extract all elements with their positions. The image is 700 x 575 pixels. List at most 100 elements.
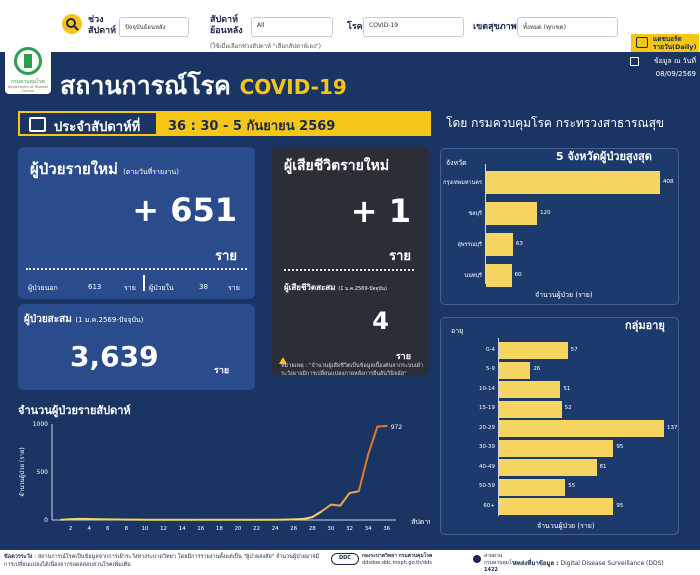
bar-value-label: 52 [565,405,572,411]
x-tick-label: 20 [234,526,241,532]
new-cases-unit: ราย [215,245,237,266]
page-title: สถานการณ์โรค COVID-19 [60,66,347,106]
x-tick-label: 28 [309,526,316,532]
age-group-panel: กลุ่มอายุ อายุ 0-4 57 5-9 26 10-14 51 15-19 52 2… [440,317,679,535]
bar-category-label: สุพรรณบุรี [441,241,482,249]
outpatient-label: ผู้ป่วยนอก [28,283,58,294]
bar[interactable] [499,459,597,476]
bar[interactable] [486,264,512,287]
x-tick-label: 6 [106,526,110,532]
bar[interactable] [499,479,565,496]
data-source-label: แหล่งที่มาข้อมูล : [513,560,559,567]
cumulative-title-text: ผู้ป่วยสะสม [24,314,72,325]
new-cases-card: ผู้ป่วยรายใหม่ (ตามวันที่รายงาน) + 651 ร… [18,147,255,299]
daily-button-label: แดชบอร์ด รายวัน(Daily) [653,35,696,51]
new-cases-title-text: ผู้ป่วยรายใหม่ [30,160,118,178]
bar-value-label: 408 [663,179,674,185]
footer-note: ข้อควรระวัง : สถานการณ์โรคเป็นข้อมูลจากก… [4,553,322,569]
deaths-value: + 1 [351,192,411,230]
week-banner-value: 36 : 30 - 5 กันยายน 2569 [168,115,335,136]
daily-dashboard-button[interactable]: แดชบอร์ด รายวัน(Daily) [631,34,699,52]
logo-subtitle: Department of Disease Control [5,85,51,93]
cumulative-unit: ราย [214,363,229,377]
disease-select[interactable]: COVID-19 [363,17,464,37]
new-cases-subtitle: (ตามวันที่รายงาน) [123,168,179,176]
bar-category-label: กรุงเทพมหานคร [441,179,482,187]
x-tick-label: 30 [327,526,334,532]
deaths-card: ผู้เสียชีวิตรายใหม่ + 1 ราย ผู้เสียชีวิต… [272,147,429,375]
bar[interactable] [499,342,568,359]
footer-dept-url[interactable]: ddsdoe.ddc.moph.go.th/dds [362,560,432,567]
x-tick-label: 10 [141,526,148,532]
week-banner-label-box: ประจำสัปดาห์ที่ [18,111,158,136]
deaths-cum-sub: (1 ม.ค.2569-ปัจจุบัน) [338,286,387,292]
bar[interactable] [486,171,660,194]
line-segment [322,505,331,512]
week-banner-label: ประจำสัปดาห์ที่ [54,120,140,135]
deaths-cum-unit: ราย [396,349,411,363]
x-tick-label: 2 [69,526,73,532]
week-back-note: (ใช้เมื่อเลือกช่วงสัปดาห์ "เลือกสัปดาห์เ… [210,41,321,51]
data-source: แหล่งที่มาข้อมูล : Digital Disease Surve… [513,558,664,568]
ddc-badge: DDC [331,553,359,565]
bar-value-label: 26 [533,366,540,372]
x-tick-label: 4 [87,526,91,532]
bar-category-label: 40-49 [441,464,495,470]
deaths-unit: ราย [389,245,411,266]
search-icon[interactable] [62,14,82,34]
data-as-of-date: 08/09/2569 [630,68,696,81]
line-segment [331,505,340,506]
divider [284,269,414,271]
bar[interactable] [499,401,562,418]
disease-label: โรค [347,22,363,33]
bar-category-label: 15-19 [441,405,495,411]
week-back-select[interactable]: All [251,17,333,37]
line-segment [312,511,321,517]
bar[interactable] [486,202,537,225]
footer: ข้อควรระวัง : สถานการณ์โรคเป็นข้อมูลจากก… [0,550,700,575]
week-range-select[interactable]: ปัจจุบันย้อนหลัง [119,17,189,37]
x-tick-label: 26 [290,526,297,532]
bar-value-label: 95 [616,444,623,450]
y-tick-label: 1000 [33,421,48,428]
line-segment [303,517,312,519]
inpatient-value: 38 [199,283,208,291]
outpatient-value: 613 [88,283,101,291]
bar[interactable] [499,440,613,457]
bar[interactable] [499,362,530,379]
y-axis-label: จำนวนผู้ป่วย (ราย) [19,447,26,496]
footer-note-label: ข้อควรระวัง [4,554,32,560]
top-provinces-title: 5 จังหวัดผู้ป่วยสูงสุด [556,147,652,165]
age-group-y-label: อายุ [451,326,463,337]
outpatient-unit: ราย [124,283,136,294]
bar-value-label: 81 [600,464,607,470]
x-tick-label: 34 [365,526,372,532]
divider [26,268,247,270]
calendar-icon [636,37,648,48]
hotline-number: 1422 [473,567,503,574]
data-as-of-label: ข้อมูล ณ วันที่ [654,57,696,65]
x-tick-label: 32 [346,526,353,532]
filter-bar: ช่วง สัปดาห์ ปัจจุบันย้อนหลัง สัปดาห์ ย้… [0,0,700,52]
region-select[interactable]: ทั้งหมด (ทุกเขต) [517,17,618,37]
y-tick-label: 0 [44,517,48,524]
week-range-label: ช่วง สัปดาห์ [88,15,116,37]
ddc-logo: กรมควบคุมโรค Department of Disease Contr… [5,44,51,94]
bar[interactable] [499,420,664,437]
bar[interactable] [499,381,560,398]
bar[interactable] [499,498,613,515]
footer-note-text: : สถานการณ์โรคเป็นข้อมูลจากการเฝ้าระวังท… [4,554,319,568]
bar-value-label: 63 [516,241,523,247]
line-segment [350,491,359,493]
footer-dept: กองระบาดวิทยา กรมควบคุมโรค ddsdoe.ddc.mo… [362,553,432,567]
line-segment [340,493,349,505]
x-tick-label: 8 [125,526,129,532]
age-group-title: กลุ่มอายุ [625,316,665,334]
bar-value-label: 137 [667,425,678,431]
x-tick-label: 16 [197,526,204,532]
bar-value-label: 55 [568,483,575,489]
bar[interactable] [486,233,513,256]
bar-category-label: 5-9 [441,366,495,372]
bar-category-label: 20-29 [441,425,495,431]
top-provinces-y-label: จังหวัด [446,158,467,169]
